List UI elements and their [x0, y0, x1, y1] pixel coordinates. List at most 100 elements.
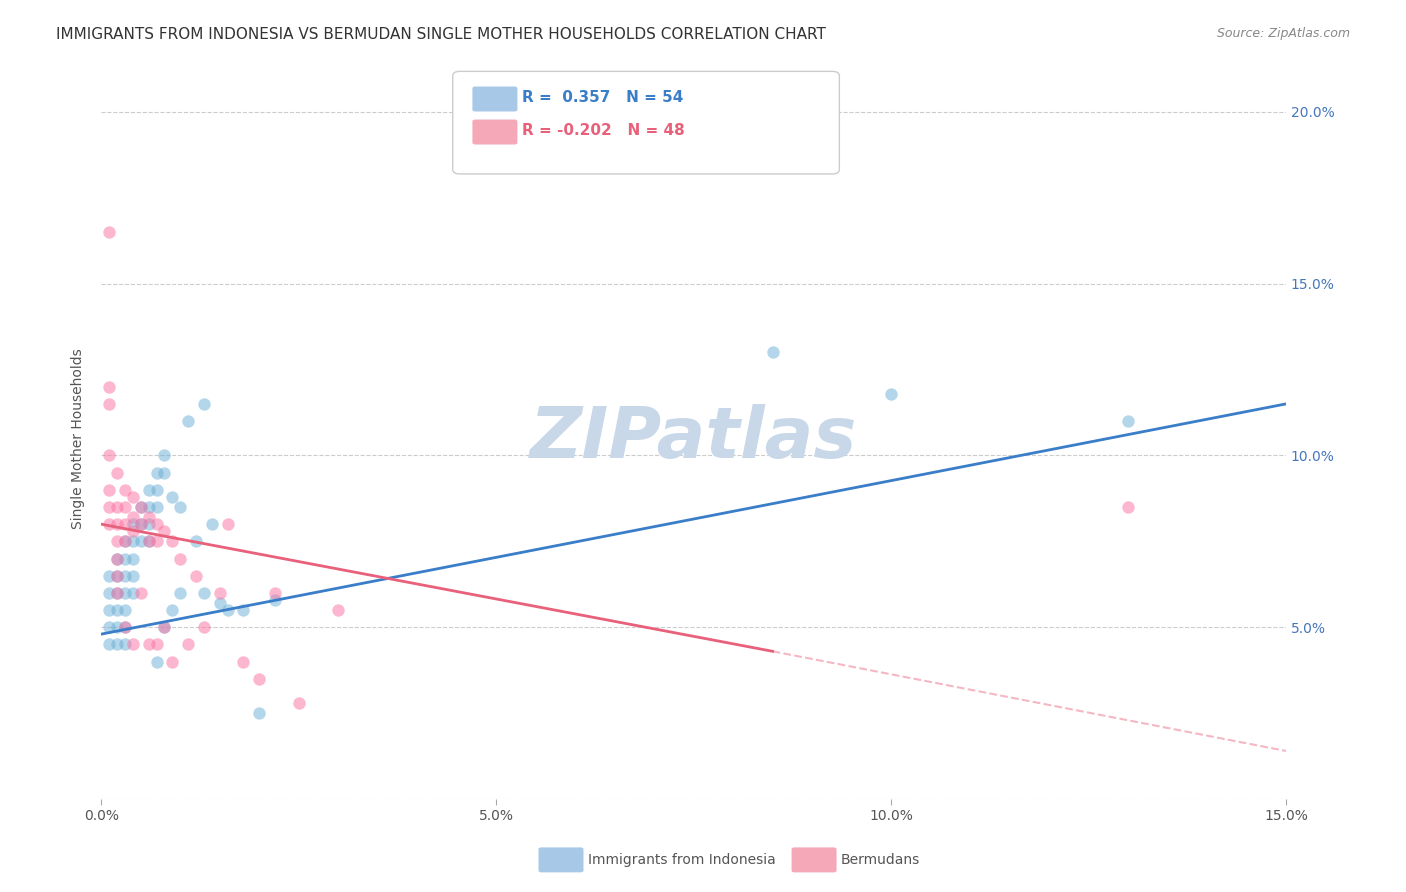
Point [169, 551, 191, 566]
Point [1116, 414, 1139, 428]
Point [105, 620, 128, 634]
Point [114, 620, 136, 634]
Point [129, 534, 152, 549]
Point [98, 603, 121, 617]
Point [114, 534, 136, 549]
Point [247, 672, 270, 686]
Point [138, 500, 160, 514]
Point [98, 397, 121, 411]
Point [98, 517, 121, 532]
Point [145, 483, 167, 497]
Point [328, 603, 350, 617]
Point [145, 637, 167, 651]
Point [162, 534, 184, 549]
Point [105, 568, 128, 582]
Point [145, 466, 167, 480]
Point [762, 345, 785, 359]
Point [208, 596, 231, 610]
Point [114, 517, 136, 532]
Point [105, 517, 128, 532]
Point [98, 500, 121, 514]
Point [208, 586, 231, 600]
Point [129, 500, 152, 514]
Point [129, 517, 152, 532]
Point [264, 586, 287, 600]
Point [153, 620, 176, 634]
Point [184, 568, 207, 582]
Point [145, 534, 167, 549]
Point [162, 490, 184, 504]
Point [169, 586, 191, 600]
Point [264, 592, 287, 607]
Text: IMMIGRANTS FROM INDONESIA VS BERMUDAN SINGLE MOTHER HOUSEHOLDS CORRELATION CHART: IMMIGRANTS FROM INDONESIA VS BERMUDAN SI… [56, 27, 827, 42]
Point [217, 603, 239, 617]
Point [121, 534, 143, 549]
Point [193, 397, 215, 411]
Point [121, 551, 143, 566]
Point [105, 586, 128, 600]
Point [184, 534, 207, 549]
Text: R = -0.202   N = 48: R = -0.202 N = 48 [522, 123, 685, 137]
Point [162, 655, 184, 669]
Point [98, 449, 121, 463]
Point [105, 534, 128, 549]
Point [114, 586, 136, 600]
Text: ZIPatlas: ZIPatlas [530, 404, 858, 473]
Point [114, 603, 136, 617]
Point [193, 586, 215, 600]
Point [162, 603, 184, 617]
Point [232, 655, 254, 669]
Point [105, 637, 128, 651]
Point [98, 620, 121, 634]
Point [114, 568, 136, 582]
Point [177, 637, 200, 651]
Point [129, 586, 152, 600]
Point [98, 637, 121, 651]
Point [177, 414, 200, 428]
Point [129, 500, 152, 514]
Point [98, 586, 121, 600]
Point [217, 517, 239, 532]
Point [98, 380, 121, 394]
Point [105, 551, 128, 566]
Point [138, 510, 160, 524]
Point [138, 483, 160, 497]
Point [138, 534, 160, 549]
Point [105, 603, 128, 617]
Point [193, 620, 215, 634]
Point [98, 225, 121, 239]
Point [121, 517, 143, 532]
Point [121, 490, 143, 504]
Point [153, 620, 176, 634]
Point [232, 603, 254, 617]
Point [114, 500, 136, 514]
Point [114, 534, 136, 549]
Point [98, 568, 121, 582]
Point [98, 483, 121, 497]
Point [121, 637, 143, 651]
Point [138, 517, 160, 532]
Point [114, 483, 136, 497]
Text: R =  0.357   N = 54: R = 0.357 N = 54 [522, 90, 683, 104]
Point [145, 500, 167, 514]
Point [114, 620, 136, 634]
Point [105, 568, 128, 582]
Point [201, 517, 224, 532]
Point [138, 534, 160, 549]
Point [121, 524, 143, 538]
Point [145, 655, 167, 669]
Y-axis label: Single Mother Households: Single Mother Households [72, 348, 86, 529]
Point [105, 586, 128, 600]
Point [114, 637, 136, 651]
Point [153, 449, 176, 463]
Point [169, 500, 191, 514]
Text: Bermudans: Bermudans [841, 853, 920, 867]
Point [105, 551, 128, 566]
Point [880, 386, 903, 401]
Point [105, 466, 128, 480]
Point [105, 500, 128, 514]
Point [153, 524, 176, 538]
Point [121, 586, 143, 600]
Point [121, 510, 143, 524]
Point [247, 706, 270, 721]
